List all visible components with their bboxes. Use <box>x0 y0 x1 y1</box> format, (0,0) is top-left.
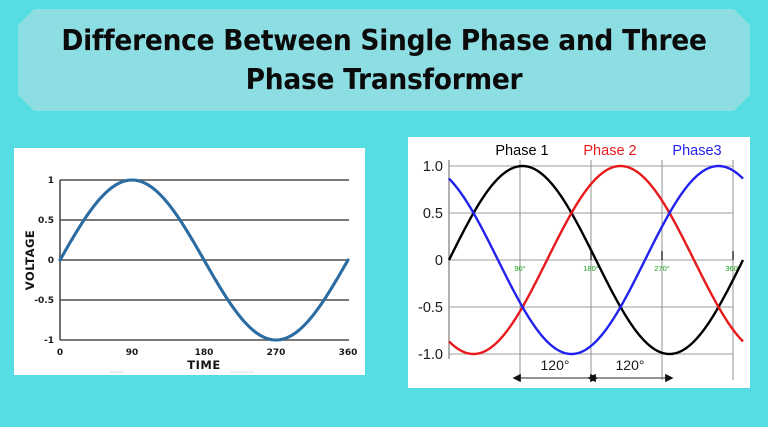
y-tick-label: 1.0 <box>423 159 443 175</box>
x-tick-label: 270 <box>267 348 286 358</box>
y-tick-label: -1.0 <box>418 347 443 363</box>
span-annotation-1: 120° <box>512 357 599 383</box>
title-banner: Difference Between Single Phase and Thre… <box>18 9 750 111</box>
span-label: 120° <box>541 357 570 373</box>
x-tick-label-270: 270° <box>654 264 670 273</box>
span-annotation-2: 120° <box>587 357 674 383</box>
three-phase-chart-panel: Phase 1 Phase 2 Phase3 1.0 0.5 0 -0.5 -1… <box>408 137 750 388</box>
phase-2-curve <box>448 164 744 356</box>
phase-1-curve <box>447 164 745 356</box>
three-phase-chart: Phase 1 Phase 2 Phase3 1.0 0.5 0 -0.5 -1… <box>418 143 745 383</box>
single-phase-chart-panel: 1 0.5 0 -0.5 -1 VOLTAGE 0 90 180 270 360… <box>14 148 365 375</box>
y-tick-label: 0.5 <box>423 206 443 222</box>
x-tick-label: 360 <box>339 348 358 358</box>
x-axis-title: TIME <box>187 358 220 372</box>
voltage-sine-curve <box>58 178 350 342</box>
page-title: Difference Between Single Phase and Thre… <box>61 23 707 96</box>
x-tick-label-90: 90° <box>514 264 525 273</box>
x-tick-label: 180 <box>195 348 214 358</box>
x-tick-label-180: 180° <box>583 264 599 273</box>
y-axis-title: VOLTAGE <box>23 230 37 291</box>
single-phase-chart: 1 0.5 0 -0.5 -1 VOLTAGE 0 90 180 270 360… <box>23 176 358 373</box>
legend-phase-1: Phase 1 <box>495 143 548 159</box>
y-tick-label: 1 <box>48 176 54 186</box>
x-tick-label: 90 <box>126 348 139 358</box>
legend-phase-2: Phase 2 <box>583 143 636 159</box>
y-tick-label: 0 <box>435 253 443 269</box>
y-tick-label: -0.5 <box>418 300 443 316</box>
y-tick-label: 0.5 <box>38 216 54 226</box>
y-tick-label: 0 <box>48 256 54 266</box>
gridlines-vertical <box>519 160 734 380</box>
y-tick-label: -1 <box>44 336 54 346</box>
y-tick-label: -0.5 <box>34 296 54 306</box>
legend-phase-3: Phase3 <box>672 143 721 159</box>
span-label: 120° <box>616 357 645 373</box>
x-tick-label: 0 <box>57 348 63 358</box>
x-axis-ticks <box>590 251 734 260</box>
x-tick-label-360: 360° <box>725 264 741 273</box>
phase-3-curve <box>448 164 744 356</box>
